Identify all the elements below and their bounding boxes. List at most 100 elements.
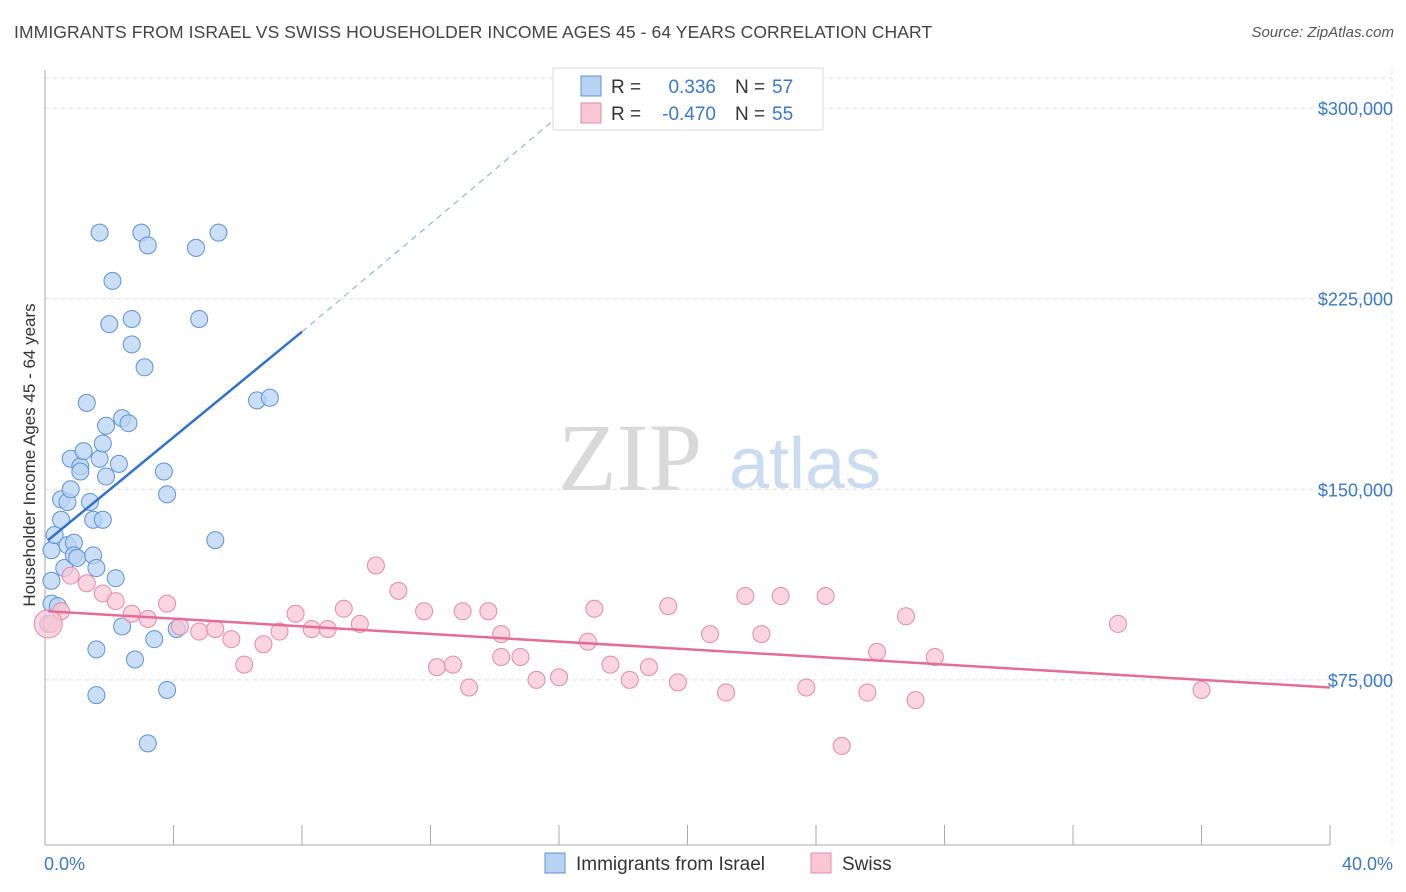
bottom-legend-swatch-israel: [544, 852, 566, 874]
data-point-swiss: [527, 670, 546, 689]
data-point-israel: [90, 449, 109, 468]
data-point-swiss: [286, 604, 305, 623]
legend-r-label-swiss: R =: [611, 104, 641, 125]
y-tick-label: $300,000: [1318, 99, 1393, 119]
data-point-israel: [103, 271, 122, 290]
series-swiss-points: [33, 556, 1211, 755]
data-point-swiss: [511, 647, 530, 666]
data-point-israel: [109, 454, 128, 473]
data-point-israel: [119, 414, 138, 433]
legend-n-label-israel: N =: [735, 77, 765, 98]
data-point-israel: [206, 531, 225, 550]
bottom-legend-swatch-swiss: [810, 852, 832, 874]
data-point-swiss: [906, 691, 925, 710]
data-point-swiss: [858, 683, 877, 702]
data-point-swiss: [736, 586, 755, 605]
data-point-israel: [122, 335, 141, 354]
y-tick-label: $75,000: [1328, 671, 1393, 691]
data-point-swiss: [659, 597, 678, 616]
data-point-israel: [113, 617, 132, 636]
data-point-swiss: [206, 620, 225, 639]
data-point-israel: [87, 640, 106, 659]
data-point-israel: [190, 310, 209, 329]
data-point-swiss: [366, 556, 385, 575]
data-point-israel: [42, 541, 61, 560]
data-point-swiss: [453, 602, 472, 621]
data-point-swiss: [492, 647, 511, 666]
data-point-swiss: [1192, 681, 1211, 699]
y-tick-label: $225,000: [1318, 290, 1393, 310]
data-point-israel: [122, 310, 141, 329]
data-point-israel: [158, 681, 177, 699]
data-point-swiss: [235, 655, 254, 674]
trend-line-israel-extension: [301, 115, 560, 333]
data-point-swiss: [254, 635, 273, 654]
data-point-swiss: [550, 668, 568, 687]
data-point-israel: [135, 358, 154, 377]
axes: [44, 70, 1331, 846]
data-point-swiss: [832, 736, 851, 755]
data-point-israel: [154, 462, 173, 481]
data-point-swiss: [479, 602, 498, 621]
data-point-israel: [90, 223, 109, 242]
data-point-israel: [80, 492, 99, 511]
data-point-swiss: [717, 683, 736, 702]
legend-n-label-swiss: N =: [735, 104, 765, 125]
data-point-swiss: [350, 614, 369, 633]
legend-r-value-swiss: -0.470: [662, 104, 716, 125]
y-axis-label: Householder Income Ages 45 - 64 years: [20, 303, 39, 606]
legend-n-value-israel: 57: [772, 77, 793, 98]
source-label: Source: ZipAtlas.com: [1251, 24, 1394, 41]
data-point-swiss: [620, 670, 639, 689]
data-point-israel: [97, 416, 116, 435]
data-point-israel: [42, 571, 61, 590]
data-point-swiss: [797, 678, 816, 697]
data-point-swiss: [601, 655, 620, 674]
trend-line-swiss: [48, 609, 1331, 689]
legend-n-value-swiss: 55: [772, 104, 793, 125]
data-point-israel: [68, 548, 87, 567]
x-tick-labels: 0.0% 40.0%: [44, 854, 1393, 874]
legend-swatch-swiss: [580, 102, 602, 124]
data-point-swiss: [925, 647, 944, 666]
data-point-swiss: [752, 625, 771, 644]
data-point-israel: [77, 393, 96, 412]
data-point-israel: [87, 686, 106, 705]
y-tick-label: $150,000: [1318, 480, 1393, 500]
data-point-israel: [260, 388, 279, 407]
data-point-israel: [87, 559, 106, 578]
series-legend: Immigrants from Israel Swiss: [544, 852, 892, 875]
data-point-swiss: [190, 622, 209, 641]
data-point-swiss: [460, 678, 479, 697]
data-point-swiss: [816, 586, 835, 605]
watermark-atlas: atlas: [729, 424, 881, 504]
data-point-israel: [97, 467, 116, 486]
watermark-zip: ZIP: [558, 404, 702, 511]
correlation-legend: R = 0.336 N = 57 R = -0.470 N = 55: [552, 67, 824, 131]
data-point-swiss: [106, 592, 125, 611]
data-point-israel: [209, 223, 228, 242]
trend-lines: [47, 115, 1331, 689]
gridlines: [45, 70, 1393, 845]
data-point-swiss: [270, 622, 289, 641]
data-point-israel: [125, 650, 144, 669]
data-point-swiss: [415, 602, 434, 621]
data-point-israel: [93, 510, 112, 529]
data-point-israel: [106, 569, 125, 588]
data-point-swiss: [771, 586, 790, 605]
chart-title: IMMIGRANTS FROM ISRAEL VS SWISS HOUSEHOL…: [14, 22, 933, 42]
data-point-swiss: [122, 604, 141, 623]
data-point-israel: [100, 315, 119, 334]
data-point-swiss: [427, 658, 446, 677]
data-point-swiss: [302, 620, 321, 639]
data-point-swiss: [700, 625, 719, 644]
bottom-legend-label-swiss: Swiss: [842, 854, 892, 875]
data-point-swiss: [334, 599, 353, 618]
data-point-swiss: [668, 673, 687, 692]
data-point-israel: [158, 485, 177, 504]
x-tick-label: 40.0%: [1342, 854, 1393, 874]
data-point-swiss: [222, 630, 241, 649]
legend-swatch-israel: [580, 75, 602, 97]
data-point-swiss: [639, 658, 658, 677]
